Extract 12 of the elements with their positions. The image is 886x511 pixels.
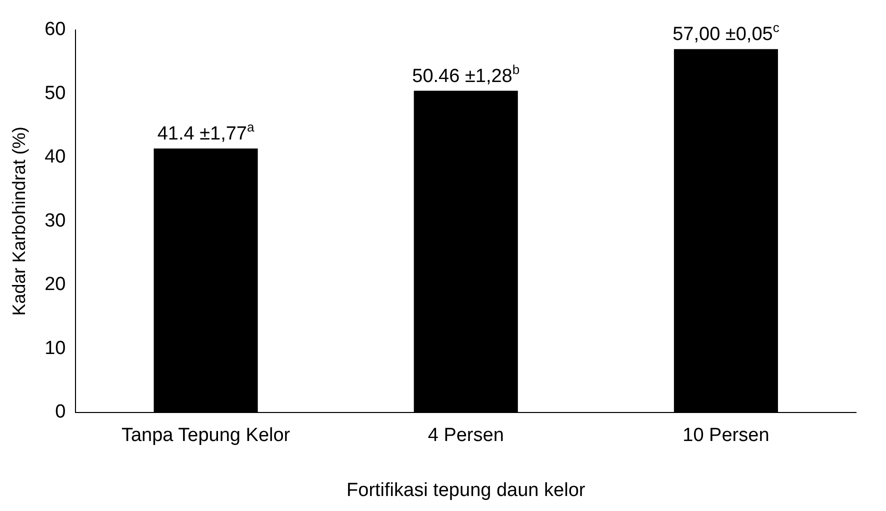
y-axis-title: Kadar Karbohindrat (%) (8, 126, 29, 316)
x-axis-title: Fortifikasi tepung daun kelor (346, 480, 586, 501)
y-tick-label: 20 (44, 274, 66, 296)
x-tick-label: 4 Persen (428, 425, 504, 446)
y-tick-label: 60 (44, 19, 66, 40)
y-tick-label: 10 (44, 338, 66, 359)
y-tick-label: 40 (44, 146, 66, 168)
x-tick-label: 10 Persen (682, 425, 770, 446)
y-tick-label: 30 (44, 210, 66, 232)
y-tick-label: 0 (55, 402, 66, 423)
y-tick-label: 50 (44, 82, 66, 104)
x-tick-label: Tanpa Tepung Kelor (121, 425, 291, 446)
